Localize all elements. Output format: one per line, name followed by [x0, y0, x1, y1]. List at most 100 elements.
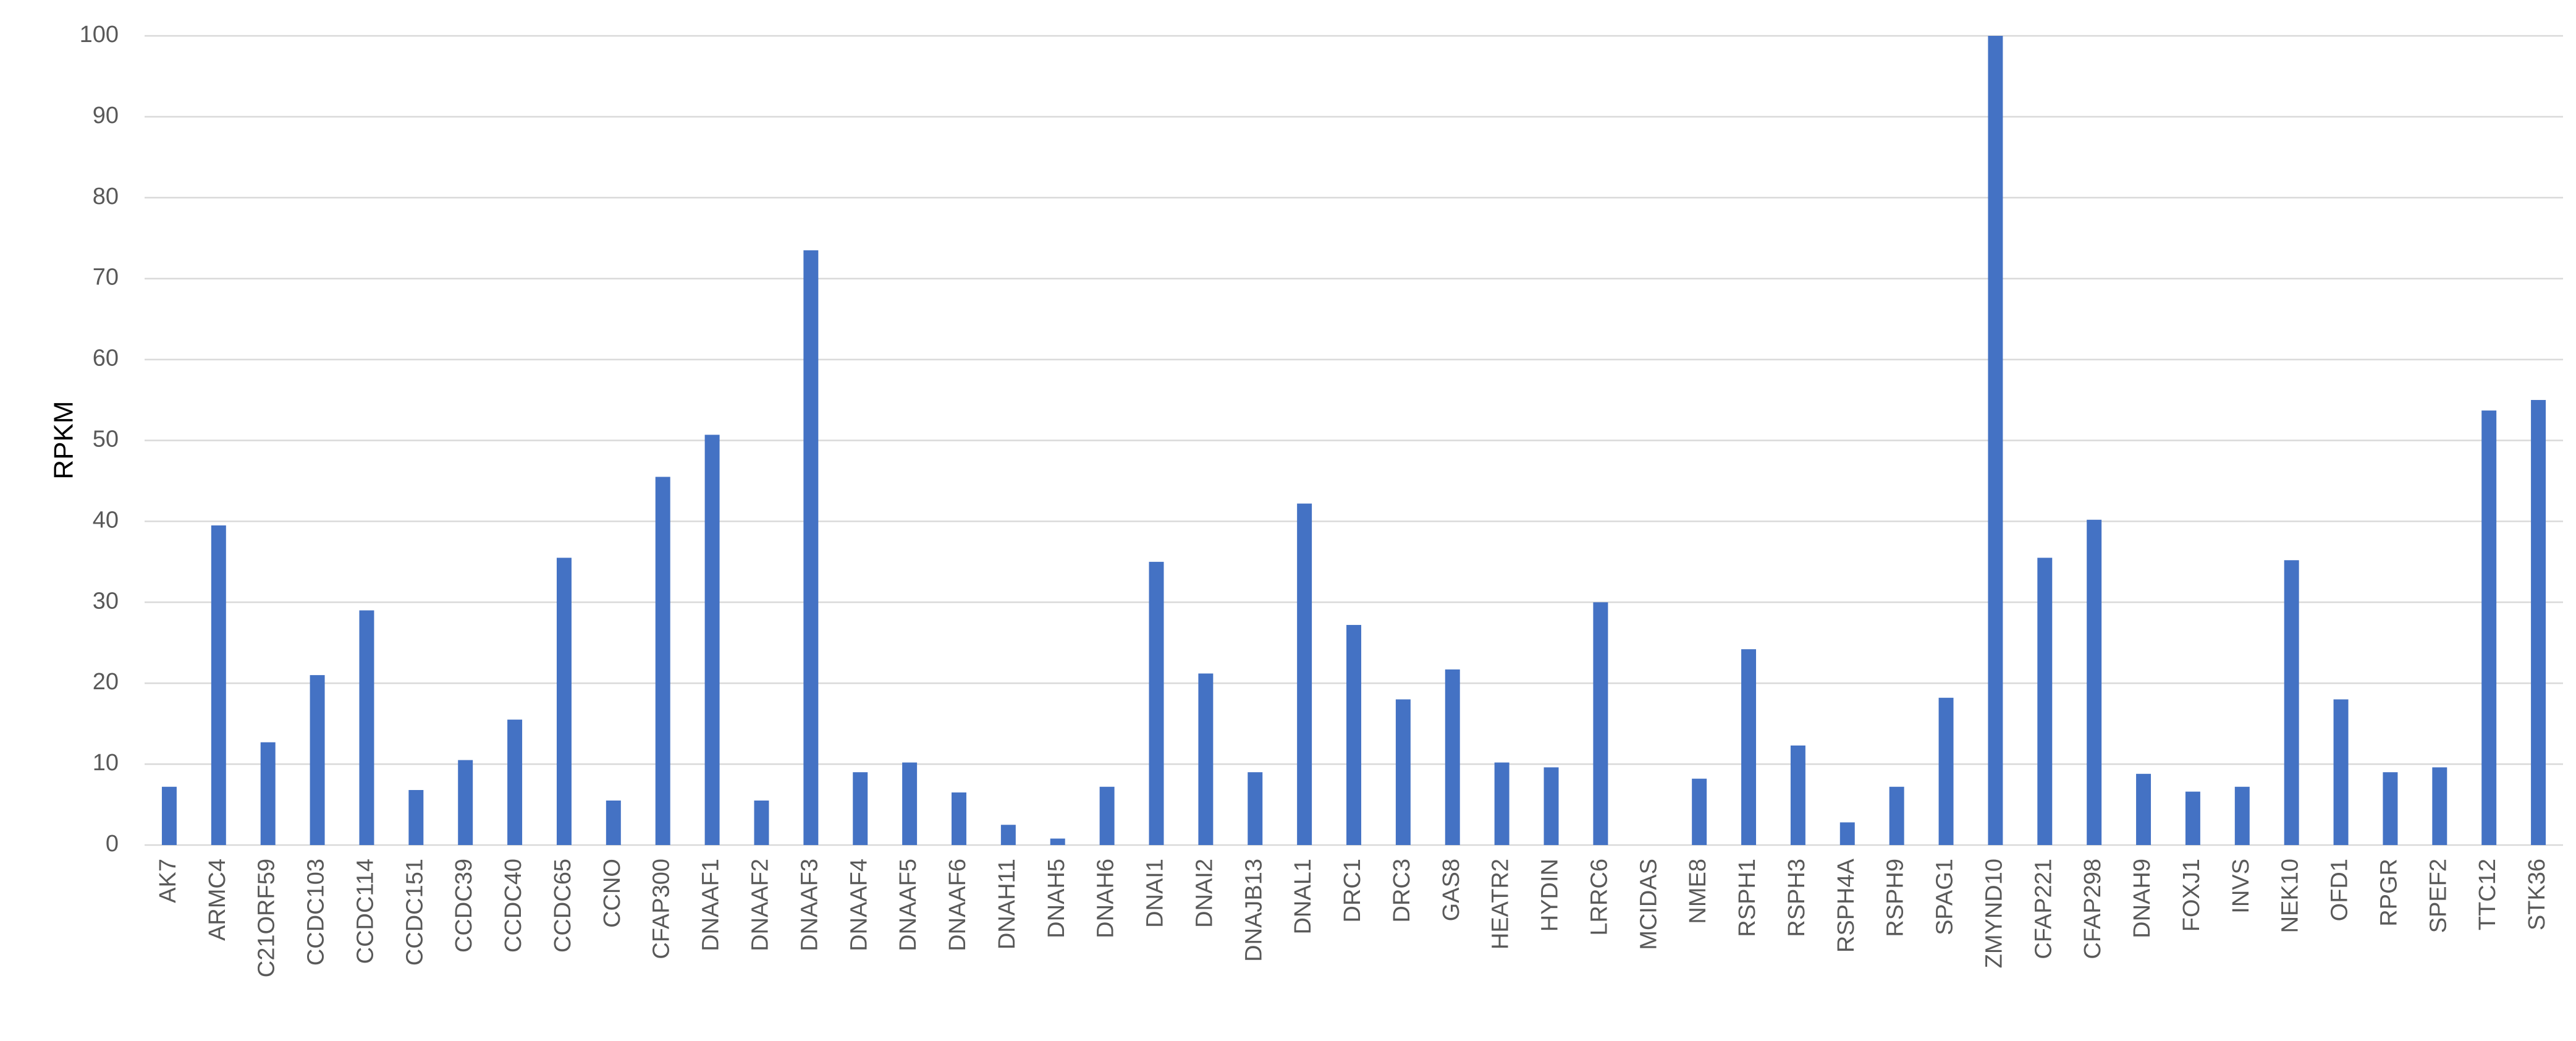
- x-tick-label: STK36: [2524, 859, 2550, 930]
- bar: [902, 762, 918, 845]
- bar: [704, 435, 720, 845]
- y-tick-label: 80: [93, 184, 119, 210]
- x-tick-label: DNAAF6: [945, 859, 971, 951]
- x-tick-label: RPGR: [2376, 859, 2402, 927]
- y-tick-label: 40: [93, 507, 119, 533]
- bar: [2037, 558, 2053, 845]
- x-tick-label: NME8: [1685, 859, 1711, 924]
- x-tick-label: DNAAF5: [895, 859, 921, 951]
- bar: [458, 760, 473, 845]
- x-tick-label: RSPH9: [1883, 859, 1909, 937]
- x-tick-label: HYDIN: [1537, 859, 1563, 932]
- x-tick-label: ZMYND10: [1981, 859, 2007, 968]
- bar: [1248, 772, 1263, 845]
- bar: [310, 675, 325, 845]
- x-tick-label: LRRC6: [1586, 859, 1612, 936]
- x-tick-label: AK7: [155, 859, 181, 903]
- bar: [2087, 519, 2102, 845]
- bar: [1741, 649, 1757, 845]
- bar: [1790, 745, 1805, 845]
- bar: [1099, 786, 1115, 845]
- x-tick-label: CCDC40: [500, 859, 526, 953]
- x-tick-label: DRC1: [1340, 859, 1366, 922]
- bar: [1692, 778, 1707, 845]
- y-axis-label: RPKM: [49, 401, 79, 479]
- x-tick-label: GAS8: [1438, 859, 1464, 921]
- y-tick-label: 10: [93, 750, 119, 776]
- bar: [211, 525, 226, 845]
- bar: [655, 477, 670, 845]
- x-tick-label: DNAAF2: [748, 859, 774, 951]
- x-tick-label: DNAAF3: [796, 859, 822, 951]
- bar: [1297, 503, 1312, 845]
- bar: [606, 801, 621, 845]
- bar: [1494, 762, 1510, 845]
- x-tick-label: NEK10: [2278, 859, 2304, 933]
- x-tick-label: DNAH5: [1044, 859, 1070, 938]
- x-tick-label: DNAH6: [1093, 859, 1119, 938]
- x-tick-label: MCIDAS: [1636, 859, 1662, 950]
- bar: [359, 610, 374, 845]
- bar: [1988, 36, 2003, 845]
- x-tick-label: DNAH11: [994, 859, 1020, 950]
- x-tick-label: RSPH1: [1734, 859, 1760, 937]
- x-tick-label: DNAL1: [1290, 859, 1316, 935]
- x-tick-label: DNAAF4: [846, 859, 872, 951]
- x-tick-label: RSPH4A: [1833, 858, 1859, 953]
- x-tick-label: ARMC4: [205, 859, 230, 941]
- bar: [1000, 825, 1016, 845]
- bar: [1346, 624, 1361, 845]
- bar: [260, 742, 276, 845]
- y-tick-label: 60: [93, 346, 119, 372]
- bar: [1198, 673, 1214, 845]
- x-tick-label: TTC12: [2475, 859, 2501, 930]
- x-tick-label: CCNO: [599, 859, 625, 928]
- bar: [754, 801, 769, 845]
- y-tick-label: 90: [93, 103, 119, 129]
- bar: [2531, 400, 2546, 845]
- y-tick-label: 0: [106, 831, 119, 857]
- bar: [2136, 773, 2152, 845]
- x-tick-label: INVS: [2228, 859, 2254, 914]
- x-tick-label: OFD1: [2327, 859, 2353, 921]
- x-tick-label: CCDC65: [550, 859, 576, 953]
- bar: [853, 772, 868, 845]
- x-tick-label: CFAP300: [649, 859, 675, 959]
- x-tick-label: DNAI1: [1142, 859, 1168, 928]
- x-tick-label: HEATR2: [1488, 859, 1514, 950]
- bar: [556, 558, 572, 845]
- x-tick-label: SPEF2: [2425, 859, 2451, 933]
- bar: [1050, 838, 1065, 845]
- bar: [507, 720, 523, 845]
- y-tick-label: 100: [80, 22, 119, 48]
- y-tick-label: 50: [93, 427, 119, 453]
- bar: [2234, 786, 2250, 845]
- x-tick-label: DNAAF1: [698, 859, 724, 951]
- bar: [1889, 786, 1904, 845]
- bar: [2333, 699, 2349, 845]
- x-tick-label: DRC3: [1389, 859, 1415, 922]
- bar: [951, 792, 966, 845]
- x-tick-label: C21ORF59: [254, 859, 280, 977]
- bar: [2185, 791, 2200, 845]
- x-tick-label: CCDC39: [451, 859, 477, 953]
- bar: [1543, 767, 1559, 845]
- bar: [1149, 561, 1164, 845]
- bar: [2284, 560, 2299, 845]
- x-tick-label: DNAH9: [2129, 859, 2155, 938]
- x-tick-label: DNAI2: [1191, 859, 1217, 928]
- bar: [2432, 767, 2447, 845]
- x-tick-label: DNAJB13: [1241, 859, 1267, 962]
- bar: [2481, 410, 2497, 845]
- x-tick-label: CCDC103: [303, 859, 329, 966]
- bar: [803, 250, 819, 845]
- bar: [161, 786, 177, 845]
- bar: [1445, 669, 1460, 845]
- bar: [1395, 699, 1411, 845]
- x-tick-label: CCDC151: [402, 859, 428, 966]
- bar: [408, 789, 424, 845]
- bar: [2383, 772, 2398, 845]
- y-tick-label: 70: [93, 265, 119, 291]
- x-tick-label: CCDC114: [352, 859, 378, 964]
